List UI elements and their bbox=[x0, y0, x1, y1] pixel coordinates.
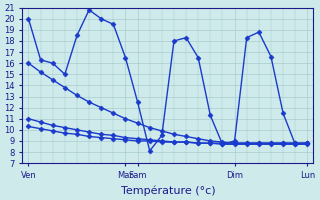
X-axis label: Température (°c): Température (°c) bbox=[121, 185, 215, 196]
